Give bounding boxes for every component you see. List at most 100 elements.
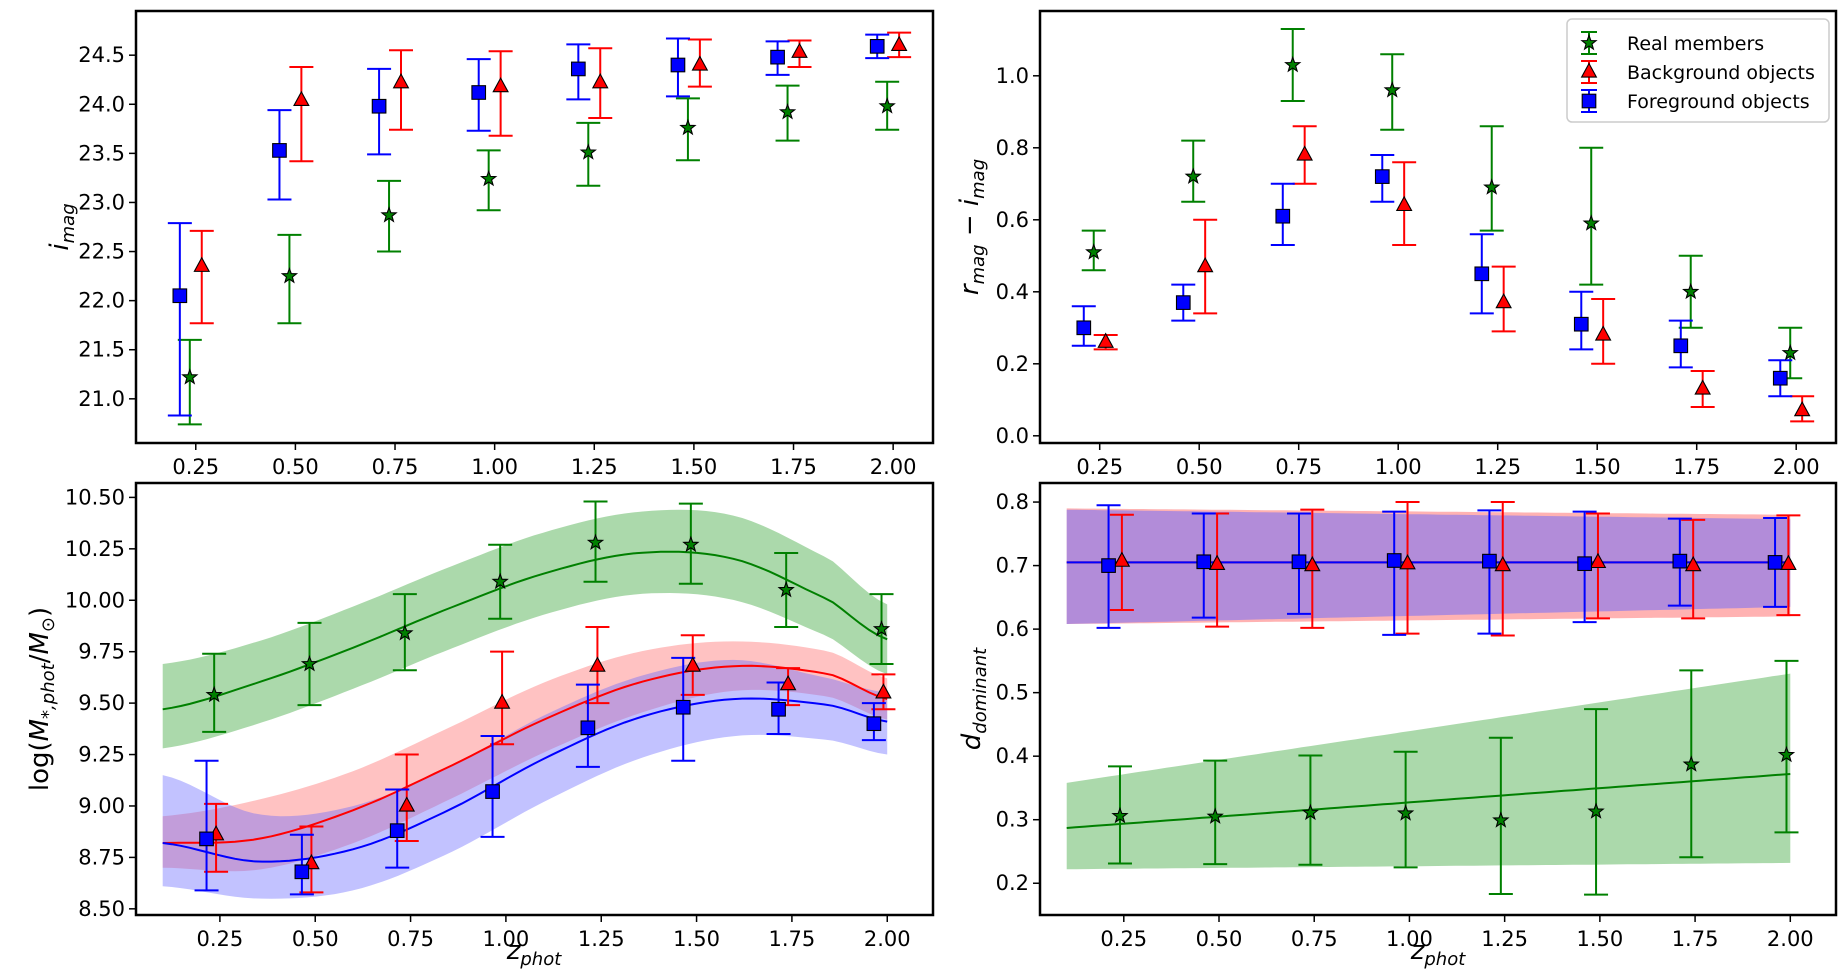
point-foreground [1673,338,1689,354]
point-foreground [199,831,214,847]
point-foreground [1374,169,1390,184]
y-tick-label: 0.4 [996,280,1029,304]
point-foreground [866,716,882,732]
legend-marker-foreground [1581,89,1597,113]
point-members [679,118,697,136]
y-tick-label: 9.00 [78,794,125,818]
y-tick-label: 21.5 [78,338,125,362]
fit-line-foreground [162,697,888,863]
point-background [1793,400,1811,417]
point-foreground [1772,370,1788,386]
band-foreground [1066,509,1791,624]
point-foreground [670,57,686,73]
point-members [586,533,605,551]
x-ticks: 0.25 0.50 0.75 1.00 1.25 1.50 1.75 2.00 [172,443,917,479]
point-members [181,368,199,385]
point-background [684,656,702,672]
x-tick-label: 0.50 [1176,455,1223,479]
legend-frame [1566,18,1830,123]
point-background [589,656,606,672]
y-ticks: 0.2 0.3 0.4 0.5 0.6 0.7 0.8 [996,490,1040,895]
point-foreground [471,85,487,100]
point-background [791,42,808,58]
y-tick-label: 9.50 [78,691,125,715]
point-background [1495,292,1512,309]
x-ticks: 0.25 0.50 0.75 1.00 1.25 1.50 1.75 2.00 [197,915,911,951]
point-members [380,206,398,223]
point-members [1682,755,1700,772]
legend-label-foreground: Foreground objects [1627,91,1810,113]
y-tick-label: 1.0 [996,64,1029,88]
point-background [1684,555,1702,572]
x-tick-label: 0.50 [292,927,339,951]
point-foreground [1076,320,1092,336]
x-tick-label: 0.25 [1076,455,1123,479]
legend: Real members Background objects Foregrou… [1566,18,1830,123]
point-foreground [1175,295,1191,310]
x-tick-label: 0.75 [1291,927,1338,951]
x-tick-label: 1.75 [770,455,817,479]
y-tick-label: 9.25 [78,743,125,767]
band-members [162,509,888,749]
x-tick-label: 0.25 [1100,927,1147,951]
point-background [1589,552,1607,569]
y-axis-label: ddominant [957,647,991,750]
point-foreground [580,720,596,736]
fit-line-members [1066,773,1791,829]
point-background [1208,554,1226,570]
y-tick-label: 0.2 [996,871,1029,895]
point-foreground [1573,316,1589,332]
point-members [1777,745,1796,763]
x-axis-label: zphot [1410,936,1467,970]
point-foreground [869,38,885,54]
x-tick-label: 1.25 [1474,455,1521,479]
point-members [491,572,509,590]
y-tick-label: 10.00 [65,588,125,612]
points [167,31,912,426]
panel-dominant: 0.25 0.50 0.75 1.00 1.25 1.50 1.75 2.00 0.20.30… [957,481,1838,970]
x-axis-label: zphot [506,936,563,970]
x-tick-label: 1.50 [673,927,720,951]
x-tick-label: 1.25 [578,927,625,951]
point-members [1582,214,1600,231]
point-background [1594,325,1612,341]
x-tick-label: 0.75 [372,455,419,479]
y-tick-label: 0.4 [996,744,1029,768]
point-foreground [389,823,405,839]
point-members [1301,803,1320,821]
legend-marker-members [1580,31,1598,55]
y-tick-label: 0.7 [996,554,1029,578]
y-axis-label: imag [45,203,79,250]
y-ticks: 21.0 21.5 22.0 22.5 23.0 23.5 24.0 24.5 [78,43,136,411]
point-foreground [485,784,500,799]
point-members [1184,167,1202,184]
point-foreground [272,143,287,158]
point-members [872,619,891,637]
point-members [1383,81,1401,98]
y-tick-label: 24.0 [78,92,125,116]
y-axis-label: rmag − imag [955,159,989,295]
y-tick-label: 9.75 [78,640,125,664]
point-foreground [1386,553,1402,568]
point-members [777,580,795,598]
point-background [1113,551,1131,567]
y-tick-label: 0.6 [996,617,1029,641]
x-tick-label: 1.50 [1576,927,1623,951]
legend-symbol [1581,93,1597,109]
point-members [1682,282,1700,300]
x-tick-label: 0.75 [1275,455,1322,479]
point-members [1111,806,1129,824]
point-members [1492,811,1510,828]
y-tick-label: 0.5 [996,681,1029,705]
point-members [205,685,223,703]
x-tick-label: 1.25 [571,455,618,479]
y-ticks: 0.0 0.2 0.4 0.6 0.8 1.0 [996,64,1040,448]
y-tick-label: 8.75 [78,845,125,869]
legend-symbol [1580,33,1598,51]
point-foreground [1101,558,1116,573]
point-background [293,90,310,106]
point-background [193,256,211,272]
point-background [1780,554,1797,570]
y-tick-label: 0.2 [996,352,1029,376]
